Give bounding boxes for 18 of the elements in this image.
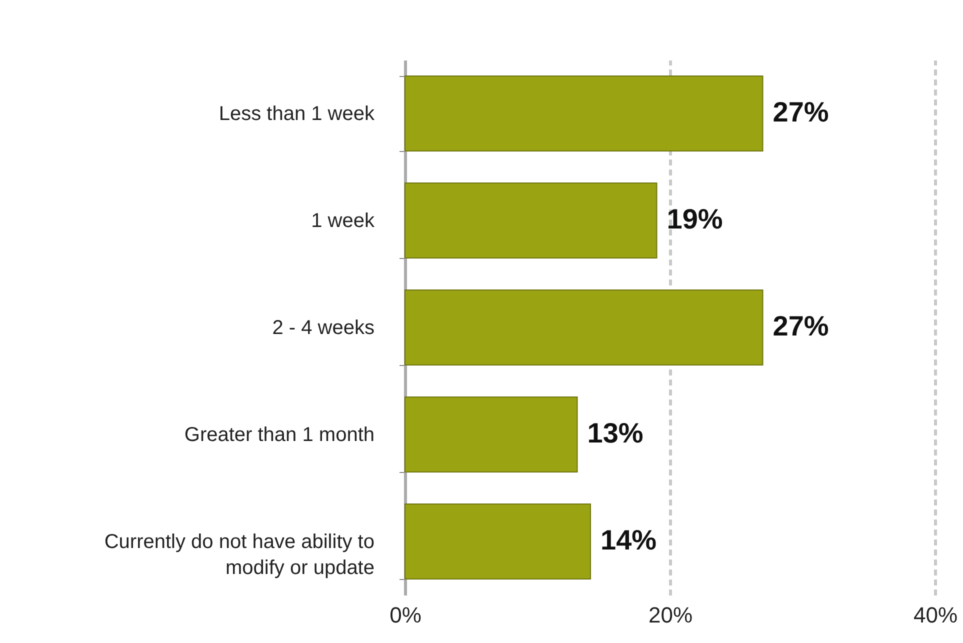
y-tick-label: Greater than 1 month <box>184 424 374 446</box>
data-label: 19% <box>666 204 723 234</box>
bar <box>404 290 764 366</box>
data-label: 13% <box>587 418 644 448</box>
data-label: 27% <box>772 96 829 128</box>
bar <box>404 182 658 258</box>
y-tick-label: 2 - 4 weeks <box>272 317 374 339</box>
x-tick-label: 20% <box>648 602 693 628</box>
bar <box>404 76 764 152</box>
bar <box>404 504 591 580</box>
bar <box>404 396 578 472</box>
data-label: 14% <box>600 524 657 556</box>
x-tick-label: 0% <box>390 602 422 628</box>
x-tick-label: 40% <box>913 602 958 628</box>
data-label: 27% <box>772 310 829 342</box>
y-tick-label: 1 week <box>311 210 376 232</box>
y-tick-label: Currently do not have ability to modify or update <box>104 531 374 579</box>
y-tick-label: Less than 1 week <box>218 103 376 125</box>
